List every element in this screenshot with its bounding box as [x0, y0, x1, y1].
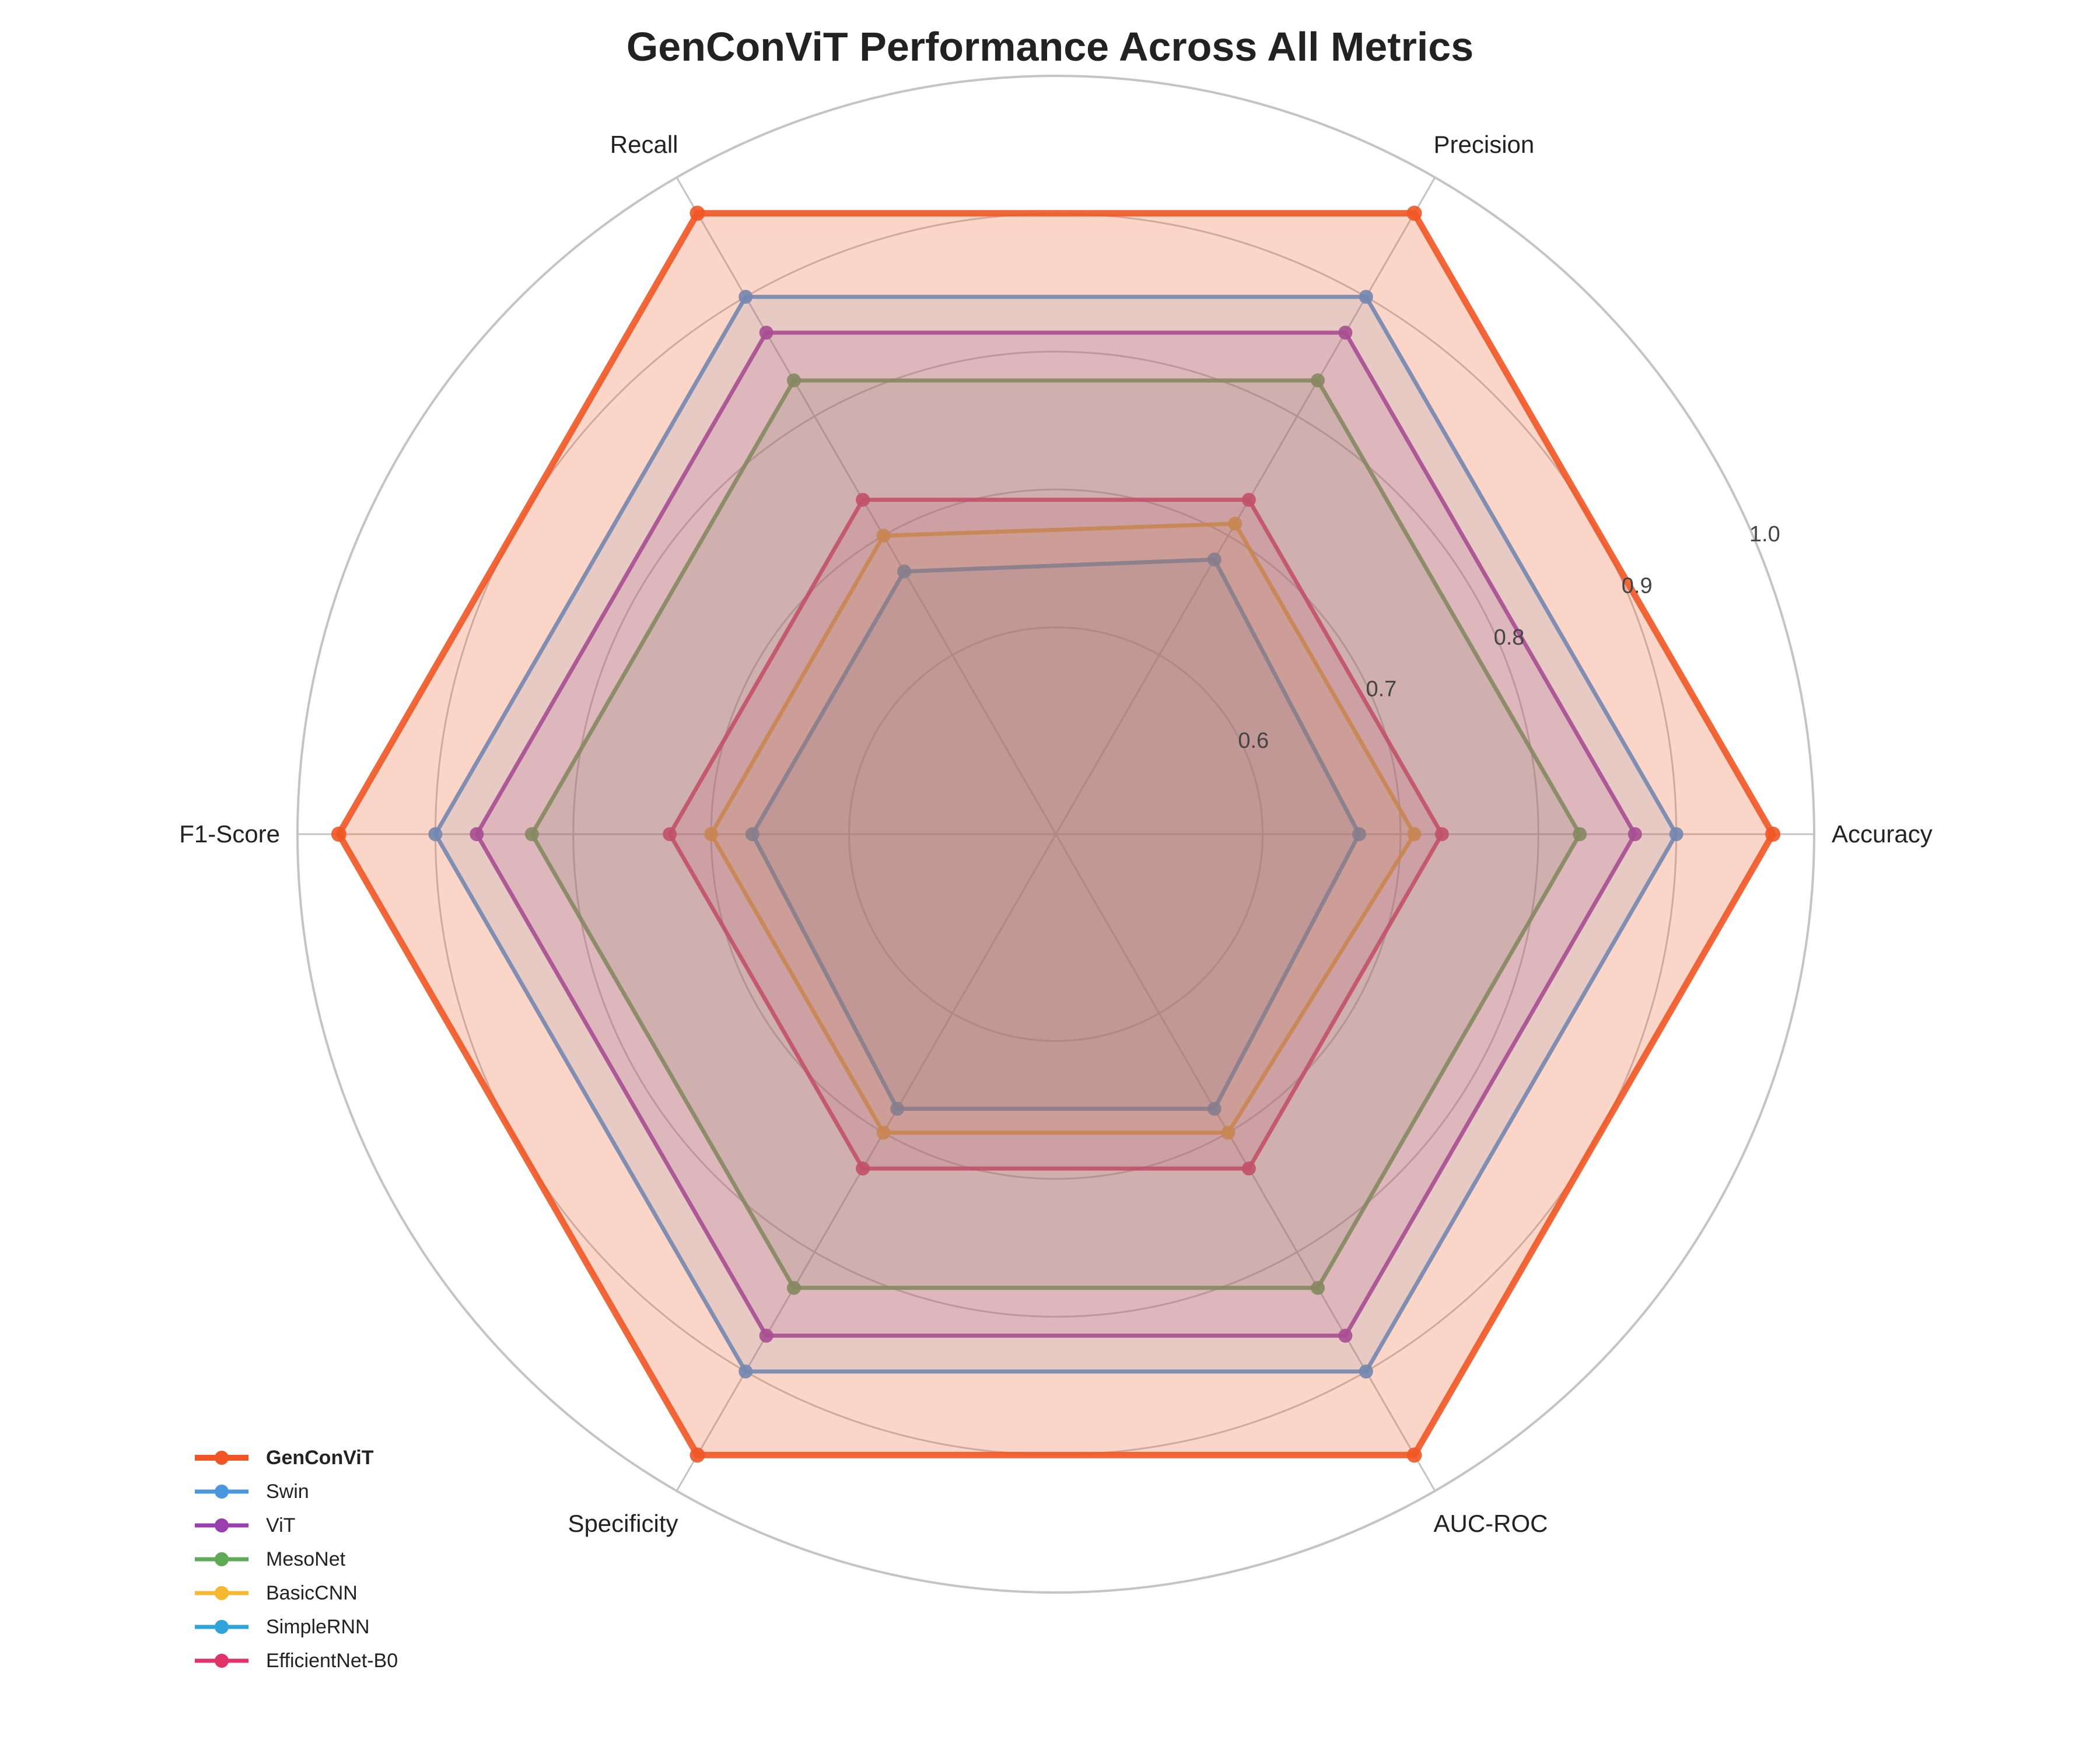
r-tick-label: 0.7 [1366, 677, 1396, 702]
legend-label: ViT [266, 1514, 296, 1536]
series-area [435, 296, 1676, 1372]
data-point [1407, 827, 1422, 841]
data-point [897, 564, 911, 579]
r-tick-label: 0.9 [1622, 574, 1653, 598]
data-point [856, 492, 870, 507]
radar-series [331, 205, 1781, 1463]
data-point [876, 1125, 891, 1140]
series-area [477, 332, 1635, 1336]
axis-label: Precision [1434, 131, 1535, 158]
legend-label: Swin [266, 1480, 309, 1503]
radar-labels: 0.6 0.7 0.8 0.9 1.0 Accuracy Precision Recall F1… [179, 131, 1932, 1537]
data-point [1573, 827, 1587, 841]
data-point [1628, 827, 1642, 841]
data-point [876, 528, 891, 543]
legend-swatch [195, 1620, 249, 1634]
chart-title: GenConViT Performance Across All Metrics [626, 24, 1474, 69]
data-point [786, 373, 801, 388]
data-point [1311, 1280, 1325, 1295]
data-point [690, 1447, 705, 1463]
data-point [690, 205, 705, 221]
data-point [663, 827, 677, 841]
data-point [331, 827, 346, 842]
legend-item: MesoNet [192, 1542, 398, 1576]
legend-label: GenConViT [266, 1446, 374, 1469]
data-point [856, 1161, 870, 1176]
chart-legend: GenConViT Swin ViT MesoNet BasicCNN SimpleRNN… [192, 1441, 398, 1678]
legend-item: Swin [192, 1475, 398, 1508]
data-point [1311, 373, 1325, 388]
axis-label: Recall [610, 131, 678, 158]
data-point [1352, 827, 1366, 841]
data-point [428, 827, 443, 841]
data-point [1241, 492, 1256, 507]
series-area [670, 499, 1442, 1169]
data-point [524, 827, 539, 841]
legend-item: ViT [192, 1508, 398, 1542]
legend-swatch [195, 1586, 249, 1600]
data-point [1434, 827, 1449, 841]
data-point [1359, 289, 1373, 304]
data-point [1406, 205, 1422, 221]
data-point [786, 1280, 801, 1295]
axis-label: Specificity [568, 1510, 678, 1537]
data-point [1765, 827, 1781, 842]
legend-swatch [195, 1654, 249, 1668]
data-point [890, 1101, 905, 1116]
legend-swatch [195, 1518, 249, 1532]
data-point [470, 827, 484, 841]
data-point [1338, 1328, 1353, 1343]
data-point [738, 1364, 753, 1379]
r-tick-label: 1.0 [1749, 522, 1780, 547]
axis-label: Accuracy [1832, 820, 1933, 848]
data-point [1669, 827, 1684, 841]
legend-label: SimpleRNN [266, 1615, 370, 1638]
r-tick-label: 0.6 [1238, 729, 1269, 753]
legend-swatch [195, 1485, 249, 1499]
legend-label: MesoNet [266, 1548, 346, 1570]
data-point [759, 1328, 774, 1343]
data-point [1241, 1161, 1256, 1176]
legend-swatch [195, 1552, 249, 1566]
data-point [1228, 516, 1242, 531]
data-point [1338, 326, 1353, 340]
data-point [1207, 552, 1222, 567]
data-point [1207, 1101, 1222, 1116]
legend-label: EfficientNet-B0 [266, 1649, 398, 1672]
legend-item: BasicCNN [192, 1576, 398, 1610]
legend-swatch [195, 1451, 249, 1465]
axis-label: F1-Score [179, 820, 280, 848]
legend-item: GenConViT [192, 1441, 398, 1475]
series-area [338, 213, 1773, 1455]
axis-label: AUC-ROC [1434, 1510, 1548, 1537]
data-point [1406, 1447, 1422, 1463]
data-point [704, 827, 719, 841]
series-area [531, 380, 1580, 1288]
series-area [711, 523, 1415, 1133]
legend-label: BasicCNN [266, 1581, 358, 1604]
r-tick-label: 0.8 [1494, 625, 1525, 650]
data-point [1221, 1125, 1236, 1140]
legend-item: EfficientNet-B0 [192, 1644, 398, 1678]
data-point [1359, 1364, 1373, 1379]
data-point [738, 289, 753, 304]
legend-item: SimpleRNN [192, 1610, 398, 1644]
data-point [759, 326, 774, 340]
data-point [746, 827, 760, 841]
series-area [752, 559, 1359, 1109]
